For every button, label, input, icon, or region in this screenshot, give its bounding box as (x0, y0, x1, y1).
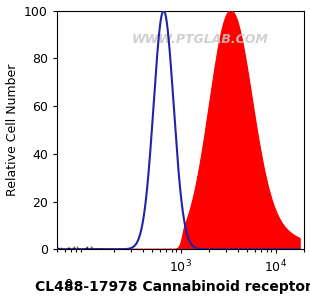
Text: WWW.PTGLAB.COM: WWW.PTGLAB.COM (132, 33, 269, 46)
X-axis label: CL488-17978 Cannabinoid receptor 1: CL488-17978 Cannabinoid receptor 1 (35, 280, 310, 294)
Text: 0: 0 (64, 278, 72, 291)
Y-axis label: Relative Cell Number: Relative Cell Number (6, 64, 19, 196)
